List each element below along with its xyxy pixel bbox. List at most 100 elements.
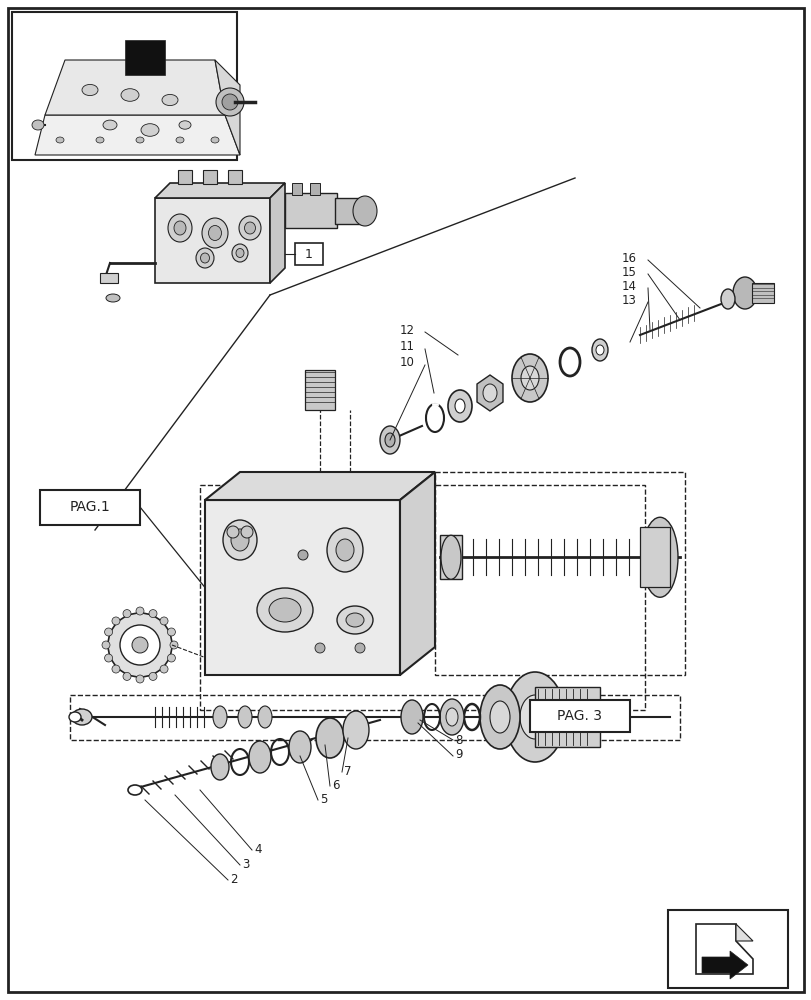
- Polygon shape: [155, 183, 285, 198]
- Ellipse shape: [230, 529, 249, 551]
- Ellipse shape: [445, 708, 457, 726]
- Ellipse shape: [102, 641, 109, 649]
- Ellipse shape: [232, 244, 247, 262]
- Ellipse shape: [200, 253, 209, 263]
- Polygon shape: [400, 472, 435, 675]
- Bar: [125, 40, 165, 75]
- Ellipse shape: [448, 390, 471, 422]
- Ellipse shape: [69, 712, 81, 722]
- Ellipse shape: [160, 617, 168, 625]
- Ellipse shape: [244, 222, 255, 234]
- Text: 14: 14: [621, 279, 636, 292]
- Ellipse shape: [595, 345, 603, 355]
- Text: 10: 10: [400, 357, 414, 369]
- Ellipse shape: [167, 654, 175, 662]
- Ellipse shape: [32, 120, 44, 130]
- Bar: [178, 170, 191, 184]
- Ellipse shape: [258, 706, 272, 728]
- Ellipse shape: [105, 654, 113, 662]
- Ellipse shape: [454, 399, 465, 413]
- Ellipse shape: [504, 672, 564, 762]
- Bar: [70, 695, 679, 740]
- Bar: [310, 183, 320, 195]
- Ellipse shape: [479, 685, 519, 749]
- Ellipse shape: [176, 137, 184, 143]
- Text: 12: 12: [400, 324, 414, 336]
- Ellipse shape: [289, 731, 311, 763]
- Ellipse shape: [128, 785, 142, 795]
- Ellipse shape: [236, 248, 243, 257]
- Ellipse shape: [120, 625, 160, 665]
- Bar: [697, 927, 732, 971]
- Ellipse shape: [149, 672, 157, 680]
- Ellipse shape: [202, 218, 228, 248]
- Ellipse shape: [122, 610, 131, 618]
- Ellipse shape: [720, 289, 734, 309]
- Ellipse shape: [238, 706, 251, 728]
- Ellipse shape: [149, 610, 157, 618]
- Bar: [100, 273, 118, 283]
- Ellipse shape: [591, 339, 607, 361]
- Text: 1: 1: [305, 247, 312, 260]
- Ellipse shape: [169, 641, 178, 649]
- Ellipse shape: [650, 537, 668, 577]
- Ellipse shape: [354, 643, 365, 653]
- Bar: [639, 527, 669, 587]
- Ellipse shape: [135, 137, 144, 143]
- Ellipse shape: [512, 354, 547, 402]
- Bar: [12, 12, 237, 160]
- Ellipse shape: [106, 294, 120, 302]
- Bar: [440, 535, 461, 579]
- Ellipse shape: [345, 613, 363, 627]
- Ellipse shape: [162, 94, 178, 106]
- Bar: [285, 193, 337, 228]
- Ellipse shape: [121, 89, 139, 101]
- Bar: [305, 370, 335, 410]
- Ellipse shape: [401, 700, 423, 734]
- Text: 5: 5: [320, 793, 327, 806]
- Ellipse shape: [223, 520, 257, 560]
- Polygon shape: [45, 60, 225, 115]
- Polygon shape: [204, 472, 435, 500]
- Bar: [155, 198, 270, 283]
- Bar: [534, 687, 599, 747]
- Ellipse shape: [160, 665, 168, 673]
- Text: 4: 4: [254, 843, 261, 856]
- Ellipse shape: [178, 121, 191, 129]
- Ellipse shape: [72, 709, 92, 725]
- Ellipse shape: [212, 706, 227, 728]
- Ellipse shape: [489, 701, 509, 733]
- Ellipse shape: [337, 606, 372, 634]
- Ellipse shape: [327, 528, 363, 572]
- Ellipse shape: [315, 643, 324, 653]
- Bar: [204, 500, 400, 675]
- Polygon shape: [735, 924, 752, 941]
- Ellipse shape: [103, 120, 117, 130]
- Text: 9: 9: [454, 748, 462, 762]
- Bar: [751, 283, 773, 303]
- Polygon shape: [702, 951, 747, 979]
- Bar: [335, 198, 365, 224]
- Ellipse shape: [315, 718, 344, 758]
- Ellipse shape: [249, 741, 271, 773]
- Text: 11: 11: [400, 340, 414, 354]
- Polygon shape: [35, 115, 240, 155]
- Ellipse shape: [211, 137, 219, 143]
- Ellipse shape: [298, 550, 307, 560]
- Text: PAG.1: PAG.1: [70, 500, 110, 514]
- Ellipse shape: [168, 214, 191, 242]
- Ellipse shape: [268, 598, 301, 622]
- Ellipse shape: [238, 216, 260, 240]
- Ellipse shape: [216, 88, 243, 116]
- Bar: [203, 170, 217, 184]
- Ellipse shape: [208, 226, 221, 240]
- Ellipse shape: [642, 517, 677, 597]
- Ellipse shape: [384, 433, 394, 447]
- Ellipse shape: [82, 84, 98, 96]
- Bar: [294, 243, 323, 265]
- Ellipse shape: [257, 588, 312, 632]
- Text: 2: 2: [230, 874, 237, 886]
- Ellipse shape: [167, 628, 175, 636]
- Ellipse shape: [440, 535, 461, 579]
- Ellipse shape: [105, 628, 113, 636]
